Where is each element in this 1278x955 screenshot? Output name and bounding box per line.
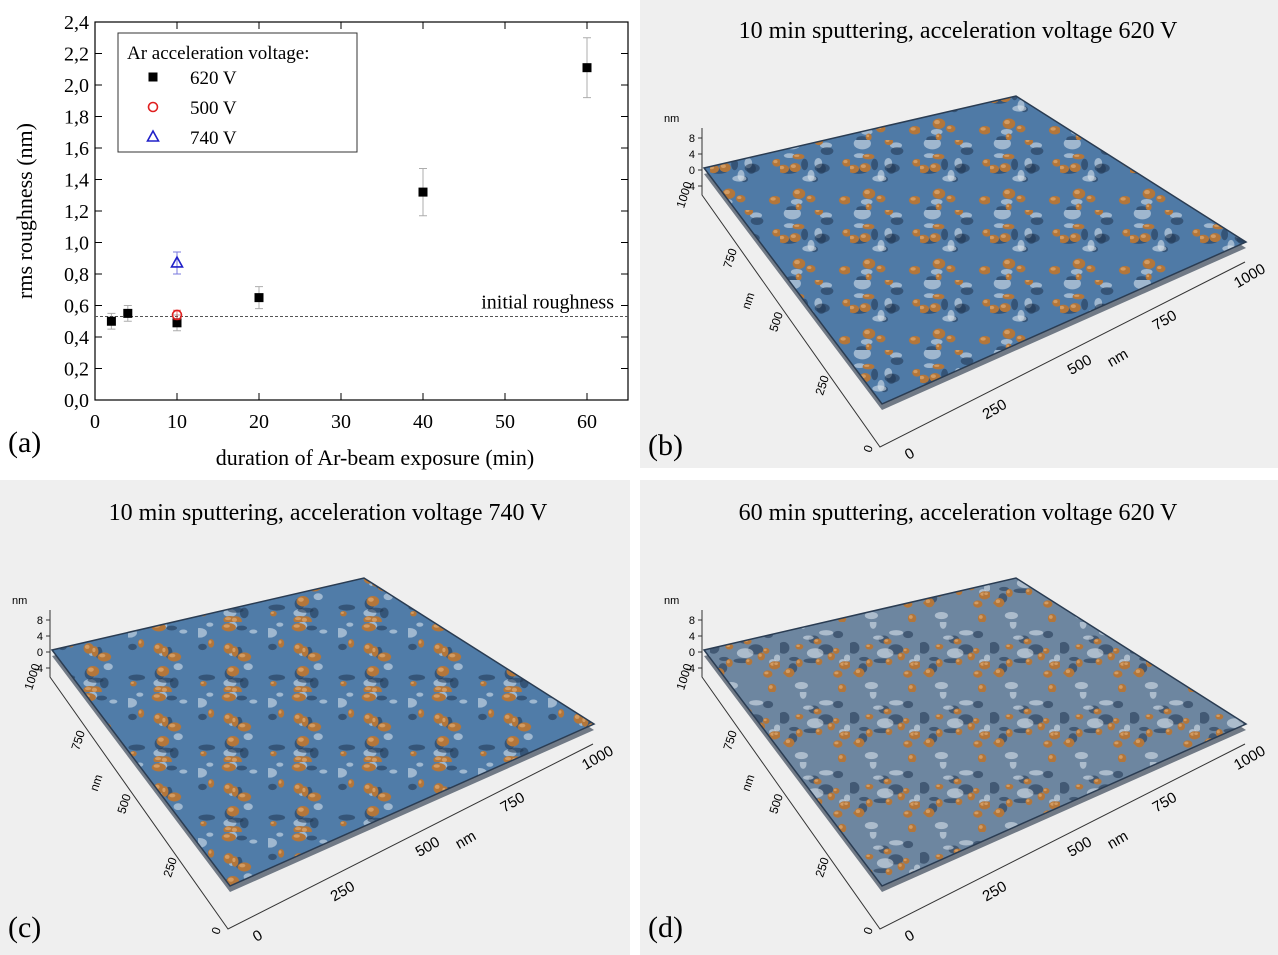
panel-title: 60 min sputtering, acceleration voltage … xyxy=(739,500,1178,526)
y-tick-label: 1,8 xyxy=(64,107,89,129)
legend-label: 620 V xyxy=(190,68,237,89)
y-tick-label: 2,0 xyxy=(64,75,89,97)
z-tick-label: 4 xyxy=(689,149,695,161)
x-tick-label: 50 xyxy=(495,411,515,433)
chart: (a) duration of Ar-beam exposure (min) r… xyxy=(8,12,629,470)
z-tick-label: -4 xyxy=(685,181,695,193)
y-tick-label: 1,2 xyxy=(64,201,89,223)
y-tick-label: 0 xyxy=(209,925,224,936)
y-tick-label: 500 xyxy=(766,792,786,816)
panel-label: (d) xyxy=(648,911,683,944)
surface-axes xyxy=(701,128,1246,448)
y-tick-label: 1,4 xyxy=(64,170,89,192)
surface xyxy=(702,95,1248,405)
data-point xyxy=(172,318,182,328)
data-point xyxy=(171,309,183,321)
data-point xyxy=(582,63,592,73)
y-tick-label: 1,0 xyxy=(64,233,89,255)
data-point xyxy=(123,308,133,318)
x-tick-label: 20 xyxy=(249,411,269,433)
data-point xyxy=(170,255,184,268)
surface xyxy=(50,577,596,887)
surface-panel: 60 min sputtering, acceleration voltage … xyxy=(648,500,1268,946)
legend-box xyxy=(117,32,358,153)
legend-marker xyxy=(147,101,159,113)
y-tick-label: 0,8 xyxy=(64,264,89,286)
surface-panel: 10 min sputtering, acceleration voltage … xyxy=(8,500,616,946)
surface xyxy=(702,577,1248,887)
y-tick-label: 750 xyxy=(720,246,740,270)
z-tick-label: 8 xyxy=(37,615,43,627)
y-tick-label: 750 xyxy=(720,728,740,752)
y-unit: nm xyxy=(87,773,105,793)
y-tick-label: 250 xyxy=(812,855,832,879)
z-tick-label: 4 xyxy=(37,631,43,643)
data-point xyxy=(106,316,116,326)
y-tick-label: 0,6 xyxy=(64,296,89,318)
z-tick-label: 0 xyxy=(37,647,43,659)
z-tick-label: 0 xyxy=(689,647,695,659)
data-point xyxy=(418,187,428,197)
panel-title: 10 min sputtering, acceleration voltage … xyxy=(739,18,1178,44)
z-unit: nm xyxy=(12,595,27,607)
y-axis-label: rms roughness (nm) xyxy=(12,123,37,299)
y-tick-label: 0,0 xyxy=(64,390,89,412)
panel-label: (a) xyxy=(8,426,41,459)
y-tick-label: 0,2 xyxy=(64,359,89,381)
z-unit: nm xyxy=(664,113,679,125)
x-tick-label: 60 xyxy=(577,411,597,433)
y-tick-label: 250 xyxy=(812,373,832,397)
legend-marker xyxy=(146,129,160,142)
y-tick-label: 0 xyxy=(861,925,876,936)
y-tick-label: 2,4 xyxy=(64,12,89,34)
x-tick-label: 10 xyxy=(167,411,187,433)
surface-axes xyxy=(49,610,594,930)
legend-label: 500 V xyxy=(190,98,237,119)
y-tick-label: 750 xyxy=(68,728,88,752)
legend-marker xyxy=(148,72,158,82)
panel-label: (c) xyxy=(8,911,41,944)
z-tick-label: 0 xyxy=(689,165,695,177)
y-tick-label: 1,6 xyxy=(64,138,89,160)
z-tick-label: -4 xyxy=(685,663,695,675)
z-tick-label: 8 xyxy=(689,615,695,627)
legend-title: Ar acceleration voltage: xyxy=(127,43,310,64)
y-tick-label: 500 xyxy=(114,792,134,816)
reference-label: initial roughness xyxy=(481,292,614,314)
legend-label: 740 V xyxy=(190,128,237,149)
y-tick-label: 0 xyxy=(861,443,876,454)
panel-label: (b) xyxy=(648,429,683,462)
y-unit: nm xyxy=(739,291,757,311)
surface-axes xyxy=(701,610,1246,930)
y-tick-label: 2,2 xyxy=(64,44,89,66)
y-tick-label: 0,4 xyxy=(64,327,89,349)
y-tick-label: 500 xyxy=(766,310,786,334)
z-tick-label: 4 xyxy=(689,631,695,643)
surface-panel: 10 min sputtering, acceleration voltage … xyxy=(648,18,1268,464)
z-tick-label: 8 xyxy=(689,133,695,145)
z-unit: nm xyxy=(664,595,679,607)
x-tick-label: 40 xyxy=(413,411,433,433)
data-point xyxy=(254,293,264,303)
panel-title: 10 min sputtering, acceleration voltage … xyxy=(109,500,548,526)
x-tick-label: 30 xyxy=(331,411,351,433)
z-tick-label: -4 xyxy=(33,663,43,675)
x-axis-label: duration of Ar-beam exposure (min) xyxy=(216,445,534,470)
x-tick-label: 0 xyxy=(90,411,100,433)
y-tick-label: 250 xyxy=(160,855,180,879)
y-unit: nm xyxy=(739,773,757,793)
